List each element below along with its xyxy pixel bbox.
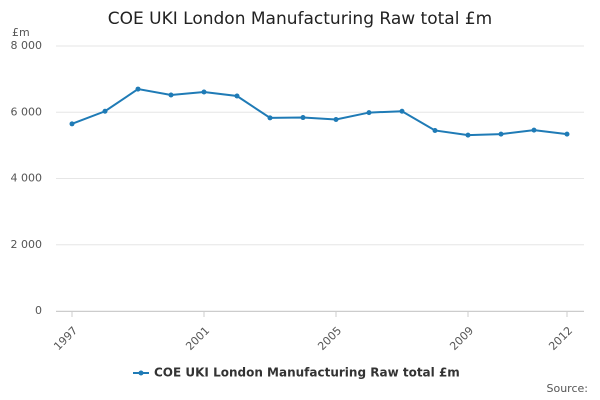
x-tick-label: 2005 (315, 324, 344, 353)
point (333, 117, 339, 123)
point (168, 92, 174, 98)
x-tick-label: 2001 (183, 324, 212, 353)
point (300, 115, 306, 121)
point (465, 132, 471, 138)
point (432, 127, 438, 133)
y-tick-label: 6 000 (11, 105, 43, 118)
chart-title: COE UKI London Manufacturing Raw total £… (108, 9, 492, 29)
legend-label: COE UKI London Manufacturing Raw total £… (154, 366, 460, 380)
point (102, 108, 108, 114)
point (399, 108, 405, 114)
y-axis-label: £m (12, 26, 30, 39)
point (531, 127, 537, 133)
y-tick-label: 4 000 (11, 172, 43, 185)
point (564, 131, 570, 137)
point (366, 110, 372, 116)
legend-marker (138, 370, 144, 376)
point (498, 131, 504, 137)
y-tick-label: 0 (35, 304, 42, 317)
point (135, 86, 141, 92)
y-tick-label: 8 000 (11, 39, 43, 52)
x-tick-label: 2012 (546, 324, 575, 353)
x-tick-label: 2009 (447, 324, 476, 353)
line (71, 88, 568, 137)
point (267, 115, 273, 121)
point (201, 89, 207, 95)
source: Source: (547, 382, 589, 395)
y-tick-label: 2 000 (11, 238, 43, 251)
point (69, 121, 75, 127)
x-tick-label: 1997 (51, 324, 80, 353)
point (234, 93, 240, 99)
